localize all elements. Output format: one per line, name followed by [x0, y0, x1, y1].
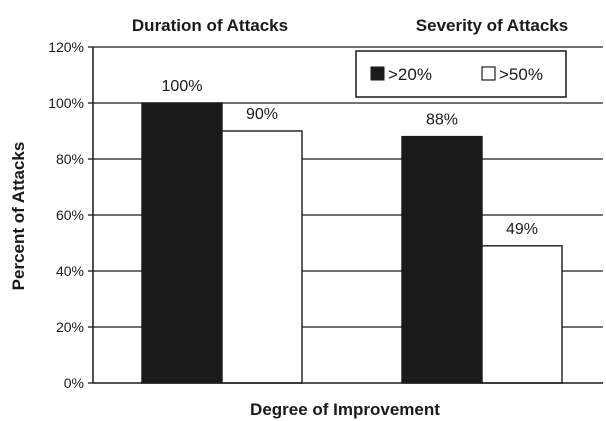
y-axis-title: Percent of Attacks: [9, 142, 28, 291]
data-label: 100%: [162, 78, 203, 95]
x-axis-title: Degree of Improvement: [250, 400, 440, 419]
legend-swatch-gt50: [481, 66, 496, 81]
bar: [481, 245, 563, 384]
legend: >20% >50%: [355, 50, 567, 98]
bar: [221, 130, 303, 384]
y-tick-label: 40%: [56, 263, 84, 279]
bars: [141, 102, 563, 384]
y-tick-label: 60%: [56, 207, 84, 223]
y-tick-label: 20%: [56, 319, 84, 335]
legend-swatch-gt20: [370, 66, 385, 81]
y-tick-label: 80%: [56, 151, 84, 167]
y-tick-label: 100%: [48, 95, 84, 111]
data-labels: 100% 88% 90% 49%: [162, 78, 538, 238]
y-tick-labels: 0% 20% 40% 60% 80% 100% 120%: [48, 39, 84, 391]
group-title-severity: Severity of Attacks: [416, 16, 568, 35]
bar: [401, 135, 483, 384]
y-tick-label: 0%: [64, 375, 84, 391]
group-title-duration: Duration of Attacks: [132, 16, 288, 35]
data-label: 49%: [506, 221, 538, 238]
legend-box: [355, 50, 567, 98]
y-tick-label: 120%: [48, 39, 84, 55]
bar: [141, 102, 223, 384]
axes: [92, 47, 603, 384]
data-label: 88%: [426, 112, 458, 129]
data-label: 90%: [246, 106, 278, 123]
legend-label-gt20: >20%: [388, 65, 432, 84]
legend-label-gt50: >50%: [499, 65, 543, 84]
